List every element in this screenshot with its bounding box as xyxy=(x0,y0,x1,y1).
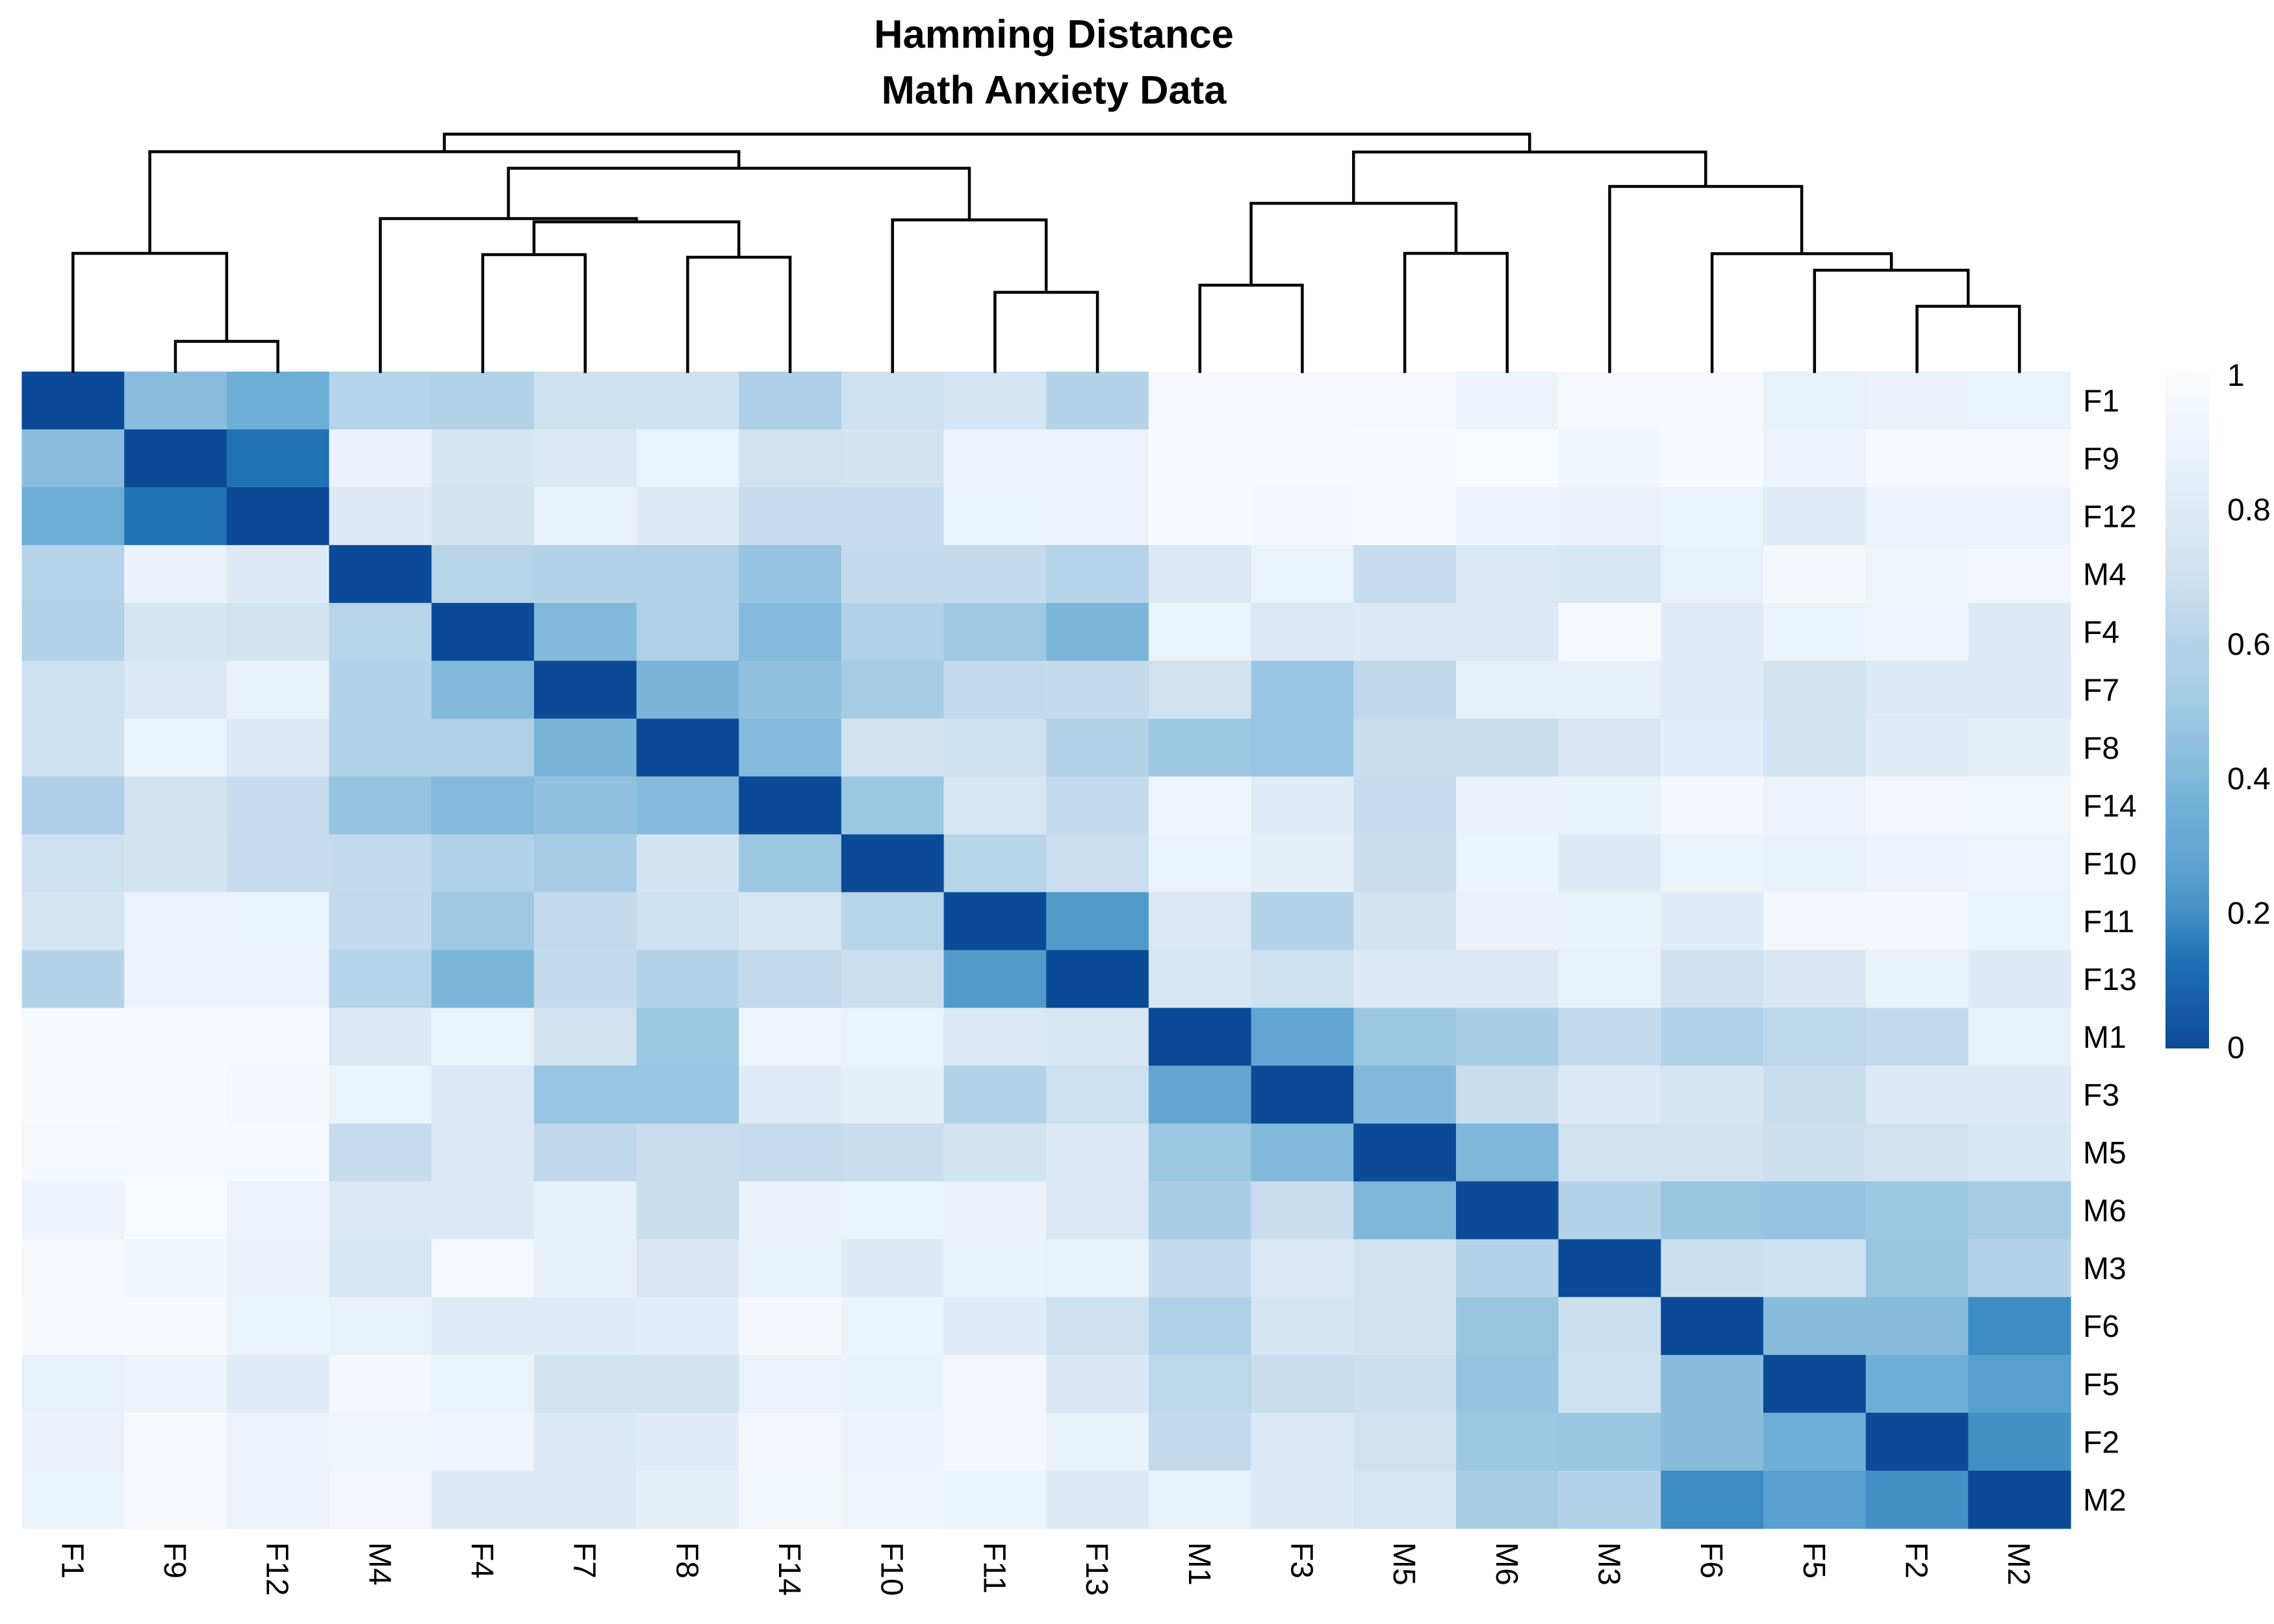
svg-text:0: 0 xyxy=(2227,1031,2245,1065)
svg-text:F7: F7 xyxy=(2083,674,2119,708)
svg-text:F5: F5 xyxy=(2083,1367,2119,1402)
svg-text:F8: F8 xyxy=(669,1542,704,1579)
svg-text:M2: M2 xyxy=(2083,1483,2127,1517)
svg-text:1: 1 xyxy=(2227,359,2245,393)
svg-text:F10: F10 xyxy=(2083,847,2137,882)
svg-text:F3: F3 xyxy=(1284,1542,1318,1579)
svg-text:F2: F2 xyxy=(2083,1425,2119,1460)
svg-text:M1: M1 xyxy=(1182,1542,1216,1586)
svg-text:F3: F3 xyxy=(2083,1078,2119,1113)
svg-text:F14: F14 xyxy=(2083,789,2137,824)
svg-text:F11: F11 xyxy=(977,1542,1011,1593)
svg-text:M5: M5 xyxy=(1386,1542,1421,1586)
svg-text:F2: F2 xyxy=(1899,1542,1934,1579)
svg-text:F12: F12 xyxy=(2083,500,2137,535)
svg-text:Hamming Distance: Hamming Distance xyxy=(874,12,1234,57)
svg-text:M1: M1 xyxy=(2083,1021,2127,1055)
svg-text:F4: F4 xyxy=(465,1542,499,1579)
svg-text:F13: F13 xyxy=(1079,1542,1114,1596)
svg-text:0.6: 0.6 xyxy=(2227,628,2271,662)
svg-text:F5: F5 xyxy=(1796,1542,1831,1579)
svg-text:F6: F6 xyxy=(1694,1542,1728,1579)
svg-text:F4: F4 xyxy=(2083,616,2119,650)
svg-text:F8: F8 xyxy=(2083,731,2119,766)
svg-text:F9: F9 xyxy=(2083,442,2119,477)
svg-text:M6: M6 xyxy=(1489,1542,1524,1586)
svg-text:F9: F9 xyxy=(157,1542,192,1579)
svg-text:0.2: 0.2 xyxy=(2227,896,2271,931)
svg-text:F13: F13 xyxy=(2083,963,2137,997)
svg-text:M4: M4 xyxy=(362,1542,396,1586)
svg-text:M6: M6 xyxy=(2083,1194,2127,1228)
svg-text:M2: M2 xyxy=(2001,1542,2036,1586)
svg-text:0.4: 0.4 xyxy=(2227,762,2271,796)
svg-text:F1: F1 xyxy=(2083,385,2119,419)
svg-text:F6: F6 xyxy=(2083,1310,2119,1344)
svg-text:F7: F7 xyxy=(567,1542,602,1579)
svg-text:M5: M5 xyxy=(2083,1136,2127,1171)
svg-text:F11: F11 xyxy=(2083,905,2134,939)
svg-text:F12: F12 xyxy=(260,1542,294,1596)
svg-text:F10: F10 xyxy=(875,1542,909,1596)
svg-text:M3: M3 xyxy=(2083,1252,2127,1286)
svg-text:F14: F14 xyxy=(772,1542,806,1596)
svg-text:0.8: 0.8 xyxy=(2227,493,2271,527)
svg-text:M3: M3 xyxy=(1592,1542,1626,1586)
svg-text:F1: F1 xyxy=(55,1542,89,1579)
svg-text:Math Anxiety Data: Math Anxiety Data xyxy=(882,68,1227,113)
svg-text:M4: M4 xyxy=(2083,558,2127,592)
